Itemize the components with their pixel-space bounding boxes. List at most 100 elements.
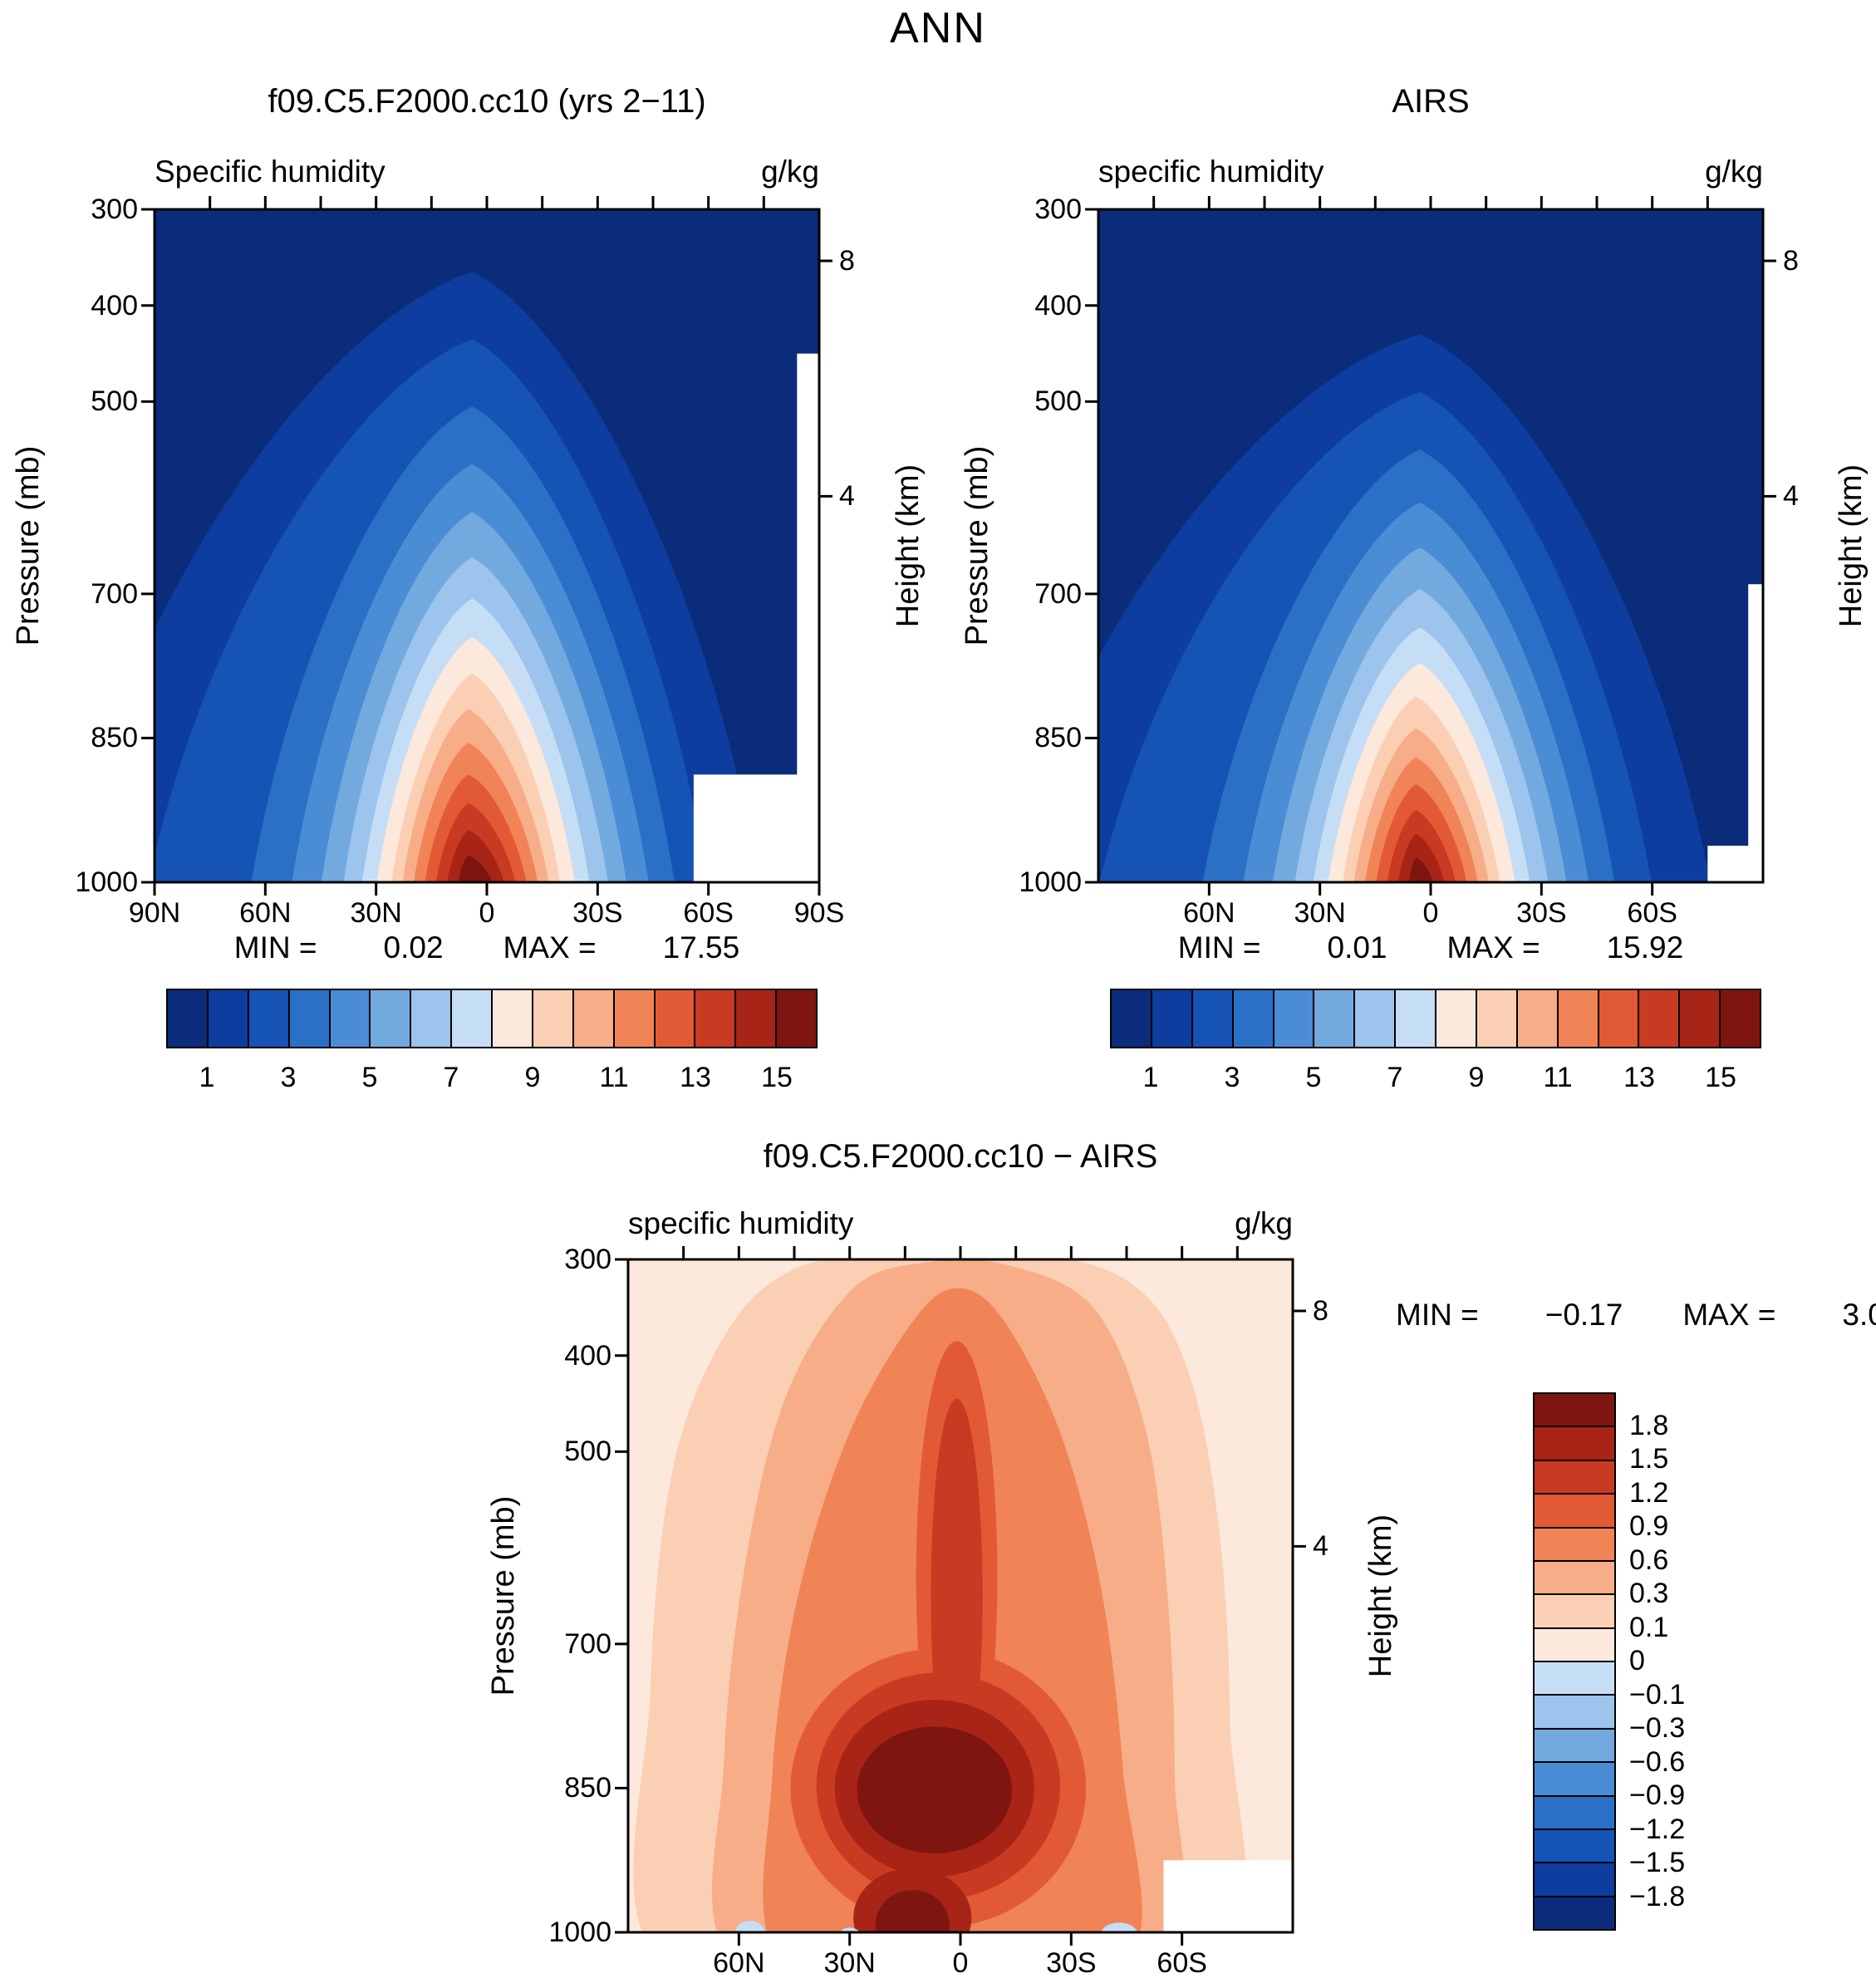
diff-colorbar-label: −0.9 bbox=[1629, 1779, 1686, 1811]
colorbar-cell bbox=[1535, 1427, 1614, 1461]
diff-colorbar-label: 1.5 bbox=[1629, 1443, 1669, 1475]
diff-pressure-tick-label: 1000 bbox=[548, 1917, 611, 1948]
airs-min-label: MIN = bbox=[1177, 930, 1261, 965]
airs-colorbar-label: 15 bbox=[1705, 1062, 1736, 1093]
diff-pressure-tick-label: 300 bbox=[564, 1244, 611, 1275]
airs-latitude-tick-label: 60N bbox=[1183, 897, 1235, 929]
model-min-value: 0.02 bbox=[383, 930, 444, 965]
airs-latitude-tick-label: 60S bbox=[1627, 897, 1677, 929]
model-pressure-tick-label: 1000 bbox=[75, 866, 138, 898]
diff-latitude-tick-label: 60N bbox=[713, 1947, 765, 1979]
diff-height-tick-label: 8 bbox=[1313, 1294, 1328, 1327]
colorbar-cell bbox=[1535, 1495, 1614, 1529]
colorbar-cell bbox=[1476, 990, 1518, 1047]
diff-height-axis-label: Height (km) bbox=[1363, 1514, 1398, 1678]
diff-height-tick-label: 4 bbox=[1313, 1530, 1328, 1563]
colorbar-cell bbox=[1274, 990, 1315, 1047]
diff-colorbar-label: 1.2 bbox=[1629, 1476, 1669, 1509]
colorbar-cell bbox=[1436, 990, 1477, 1047]
colorbar-cell bbox=[1535, 1394, 1614, 1428]
terrain-mask bbox=[1163, 1860, 1293, 1932]
diff-pressure-axis-label: Pressure (mb) bbox=[485, 1495, 521, 1696]
airs-colorbar-label: 7 bbox=[1387, 1062, 1403, 1093]
colorbar-cell bbox=[1535, 1662, 1614, 1696]
colorbar-cell bbox=[330, 990, 371, 1047]
model-max-value: 17.55 bbox=[662, 930, 740, 965]
model-height-axis-label: Height (km) bbox=[890, 464, 926, 628]
airs-height-tick-label: 4 bbox=[1783, 480, 1799, 513]
model-subtitle-row: Specific humidity g/kg bbox=[155, 155, 819, 189]
model-colorbar-label: 1 bbox=[199, 1062, 215, 1093]
airs-stats: MIN = 0.01 MAX = 15.92 bbox=[1098, 930, 1763, 965]
colorbar-cell bbox=[452, 990, 493, 1047]
model-latitude-tick-label: 90N bbox=[128, 897, 181, 929]
model-colorbar-label: 7 bbox=[443, 1062, 459, 1093]
model-min-label: MIN = bbox=[233, 930, 317, 965]
airs-colorbar-label: 1 bbox=[1142, 1062, 1159, 1093]
colorbar-cell bbox=[695, 990, 737, 1047]
airs-colorbar bbox=[1110, 989, 1761, 1048]
colorbar-cell bbox=[777, 990, 816, 1047]
airs-colorbar-label: 13 bbox=[1623, 1062, 1655, 1093]
colorbar-cell bbox=[1396, 990, 1436, 1047]
diff-colorbar-label: −0.3 bbox=[1629, 1712, 1686, 1744]
axis-ticks bbox=[615, 1246, 1306, 1946]
model-panel-title: f09.C5.F2000.cc10 (yrs 2−11) bbox=[268, 83, 706, 120]
colorbar-cell bbox=[1535, 1628, 1614, 1662]
diff-colorbar-label: 0 bbox=[1629, 1645, 1645, 1676]
model-height-tick-label: 8 bbox=[839, 244, 855, 277]
airs-min-value: 0.01 bbox=[1327, 930, 1387, 965]
diff-colorbar-label: 0.6 bbox=[1629, 1544, 1669, 1576]
model-stats: MIN = 0.02 MAX = 17.55 bbox=[155, 930, 819, 965]
terrain-mask bbox=[1707, 584, 1763, 882]
diff-max-label: MAX = bbox=[1682, 1298, 1776, 1332]
diff-field-label: specific humidity bbox=[628, 1206, 854, 1240]
diff-colorbar bbox=[1533, 1392, 1616, 1931]
diff-colorbar-label: −0.6 bbox=[1629, 1745, 1686, 1778]
colorbar-cell bbox=[1535, 1696, 1614, 1730]
model-latitude-tick-label: 90S bbox=[793, 897, 845, 929]
colorbar-cell bbox=[289, 990, 331, 1047]
colorbar-cell bbox=[1535, 1897, 1614, 1929]
airs-pressure-tick-label: 400 bbox=[1034, 289, 1082, 322]
colorbar-cell bbox=[493, 990, 533, 1047]
airs-colorbar-label: 9 bbox=[1468, 1062, 1485, 1093]
colorbar-cell bbox=[1152, 990, 1193, 1047]
colorbar-cell bbox=[1558, 990, 1599, 1047]
model-pressure-tick-label: 500 bbox=[91, 385, 138, 418]
model-contour-plot bbox=[141, 196, 832, 896]
airs-subtitle-row: specific humidity g/kg bbox=[1098, 155, 1763, 189]
diff-band--0.1 bbox=[734, 1921, 765, 1932]
diff-pressure-tick-label: 700 bbox=[564, 1627, 611, 1660]
colorbar-cell bbox=[1535, 1796, 1614, 1830]
model-colorbar-label: 9 bbox=[524, 1062, 541, 1093]
colorbar-cell bbox=[1314, 990, 1356, 1047]
colorbar-cell bbox=[411, 990, 453, 1047]
colorbar-cell bbox=[248, 990, 290, 1047]
plot-border bbox=[626, 1258, 1294, 1934]
model-colorbar-label: 11 bbox=[599, 1062, 629, 1093]
model-pressure-tick-label: 300 bbox=[91, 194, 138, 225]
model-colorbar-label: 5 bbox=[361, 1062, 378, 1093]
model-units-label: g/kg bbox=[761, 155, 819, 189]
colorbar-cell bbox=[1535, 1595, 1614, 1629]
diff-colorbar-label: −1.2 bbox=[1629, 1813, 1686, 1845]
colorbar-cell bbox=[1721, 990, 1760, 1047]
terrain-mask bbox=[693, 353, 819, 882]
diff-band-1.8 bbox=[857, 1726, 1013, 1854]
airs-panel-title: AIRS bbox=[1392, 83, 1470, 120]
diff-pressure-tick-label: 850 bbox=[564, 1772, 611, 1804]
colorbar-cell bbox=[1535, 1561, 1614, 1596]
model-latitude-tick-label: 30N bbox=[350, 897, 402, 929]
model-colorbar-label: 3 bbox=[280, 1062, 297, 1093]
colorbar-cell bbox=[736, 990, 778, 1047]
diff-colorbar-label: −1.8 bbox=[1629, 1880, 1686, 1912]
airs-contour-plot bbox=[1085, 196, 1776, 896]
colorbar-cell bbox=[573, 990, 615, 1047]
diff-latitude-tick-label: 30S bbox=[1046, 1947, 1097, 1979]
airs-latitude-tick-label: 30S bbox=[1516, 897, 1567, 929]
diff-pressure-tick-label: 500 bbox=[564, 1436, 611, 1468]
diff-pressure-tick-label: 400 bbox=[564, 1339, 611, 1372]
diff-min-value: −0.17 bbox=[1545, 1298, 1623, 1332]
airs-colorbar-label: 5 bbox=[1305, 1062, 1322, 1093]
